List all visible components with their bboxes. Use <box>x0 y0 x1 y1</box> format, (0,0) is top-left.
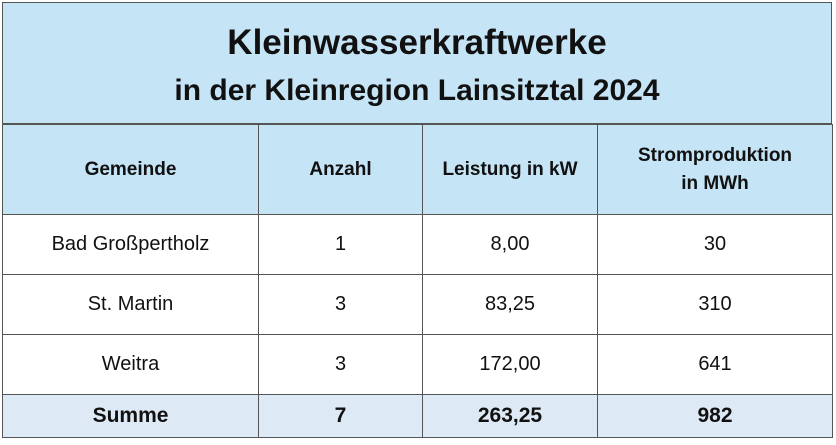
cell-text: 172,00 <box>479 353 541 375</box>
cell: 30 <box>597 214 833 275</box>
data-table: Gemeinde Anzahl Leistung in kW Stromprodukt… <box>2 124 833 438</box>
row-row: St. Martin 3 83,25 310 <box>2 274 833 335</box>
cell-text: St. Martin <box>87 293 174 315</box>
cell: 83,25 <box>422 274 598 335</box>
cell: 310 <box>597 274 833 335</box>
header-cell: Stromproduktion in MWh <box>637 144 793 194</box>
cell: Bad Großpertholz <box>2 214 259 275</box>
cell-text: Summe <box>92 404 169 427</box>
cell-text: 263,25 <box>477 404 543 427</box>
table-card: Kleinwasserkraftwerke in der Kleinregion… <box>2 2 833 438</box>
cell-text: 3 <box>334 293 347 315</box>
cell: Summe <box>2 394 259 438</box>
cell: 172,00 <box>422 334 598 395</box>
cell-text: 310 <box>698 293 732 315</box>
cell-text: Weitra <box>101 353 160 375</box>
cell: 1 <box>258 214 423 275</box>
cell-text: 30 <box>703 233 727 255</box>
cell: 3 <box>258 274 423 335</box>
cell: 641 <box>597 334 833 395</box>
title-band: Kleinwasserkraftwerke in der Kleinregion… <box>2 2 832 124</box>
header-cell: Gemeinde <box>84 158 177 180</box>
cell-text: 3 <box>334 353 347 375</box>
header-cell: Anzahl <box>309 158 372 180</box>
sum-row: Summe 7 263,25 982 <box>2 394 833 438</box>
cell: Stromproduktion in MWh <box>597 124 833 215</box>
subtitle: in der Kleinregion Lainsitztal 2024 <box>174 74 660 107</box>
cell-text: 982 <box>697 404 733 427</box>
cell-text: 1 <box>334 233 347 255</box>
cell: Gemeinde <box>2 124 259 215</box>
cell-text: 83,25 <box>484 293 536 315</box>
cell: Anzahl <box>258 124 423 215</box>
head-row: Gemeinde Anzahl Leistung in kW Stromprodukt… <box>2 124 833 215</box>
cell: Leistung in kW <box>422 124 598 215</box>
cell: 3 <box>258 334 423 395</box>
cell-text: 7 <box>334 404 347 427</box>
cell: Weitra <box>2 334 259 395</box>
header-cell: Leistung in kW <box>442 158 578 180</box>
cell: 263,25 <box>422 394 598 438</box>
cell: 8,00 <box>422 214 598 275</box>
cell: 7 <box>258 394 423 438</box>
cell-text: 8,00 <box>490 233 530 255</box>
title: Kleinwasserkraftwerke <box>227 23 607 62</box>
row-row: Weitra 3 172,00 641 <box>2 334 833 395</box>
row-row: Bad Großpertholz 1 8,00 30 <box>2 214 833 275</box>
cell-text: 641 <box>698 353 732 375</box>
cell: 982 <box>597 394 833 438</box>
cell-text: Bad Großpertholz <box>51 233 210 255</box>
cell: St. Martin <box>2 274 259 335</box>
